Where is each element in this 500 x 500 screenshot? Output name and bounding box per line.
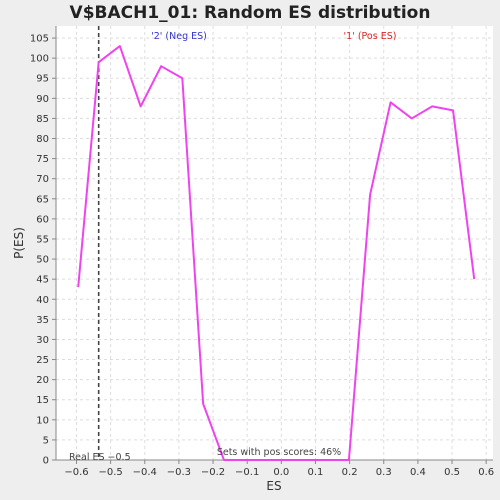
y-tick-label: 85 xyxy=(36,114,49,125)
y-tick-label: 100 xyxy=(30,54,49,65)
x-tick-label: 0.6 xyxy=(478,467,494,478)
y-tick-label: 35 xyxy=(36,315,49,326)
y-tick-label: 75 xyxy=(36,154,49,165)
neg-es-label: '2' (Neg ES) xyxy=(151,31,207,42)
x-axis-label: ES xyxy=(266,479,281,493)
series-group xyxy=(77,45,476,461)
y-tick-label: 0 xyxy=(43,456,49,467)
y-tick-label: 40 xyxy=(36,295,49,306)
x-tick-label: 0.0 xyxy=(273,467,289,478)
y-tick-label: 55 xyxy=(36,234,49,245)
x-tick-label: 0.3 xyxy=(376,467,392,478)
y-tick-label: 15 xyxy=(36,395,49,406)
x-tick-label: −0.6 xyxy=(64,467,88,478)
y-tick-label: 80 xyxy=(36,134,49,145)
y-tick-label: 70 xyxy=(36,174,49,185)
grid-lines xyxy=(56,26,493,461)
y-ticks: 0 5 10 15 20 25 30 35 40 45 50 55 60 65 70 75 80 85 90 95 10… xyxy=(30,34,56,467)
y-tick-label: 45 xyxy=(36,275,49,286)
y-tick-label: 5 xyxy=(43,435,49,446)
series-line xyxy=(77,45,476,461)
real-es-label: Real ES −0.5 xyxy=(69,452,131,463)
y-tick-label: 10 xyxy=(36,415,49,426)
x-tick-label: 0.5 xyxy=(444,467,460,478)
y-tick-label: 95 xyxy=(36,74,49,85)
x-tick-label: −0.5 xyxy=(98,467,122,478)
pos-es-label: '1' (Pos ES) xyxy=(344,31,397,42)
x-tick-label: 0.4 xyxy=(410,467,426,478)
y-tick-label: 65 xyxy=(36,194,49,205)
x-ticks: −0.6 −0.5 −0.4 −0.3 −0.2 −0.1 0.0 0.1 0.2 0.3 0.4 0… xyxy=(64,460,494,478)
y-tick-label: 25 xyxy=(36,355,49,366)
x-tick-label: 0.1 xyxy=(308,467,324,478)
y-tick-label: 50 xyxy=(36,255,49,266)
y-tick-label: 90 xyxy=(36,94,49,105)
x-tick-label: 0.2 xyxy=(342,467,358,478)
y-tick-label: 105 xyxy=(30,34,49,45)
pos-scores-label: Sets with pos scores: 46% xyxy=(217,447,341,458)
x-tick-label: −0.3 xyxy=(167,467,191,478)
y-axis-label: P(ES) xyxy=(12,227,26,259)
y-tick-label: 60 xyxy=(36,214,49,225)
y-tick-label: 30 xyxy=(36,335,49,346)
x-tick-label: −0.2 xyxy=(201,467,225,478)
x-tick-label: −0.4 xyxy=(133,467,157,478)
chart-title: V$BACH1_01: Random ES distribution xyxy=(70,3,431,23)
x-tick-label: −0.1 xyxy=(235,467,259,478)
y-tick-label: 20 xyxy=(36,375,49,386)
plot-area xyxy=(56,26,493,460)
